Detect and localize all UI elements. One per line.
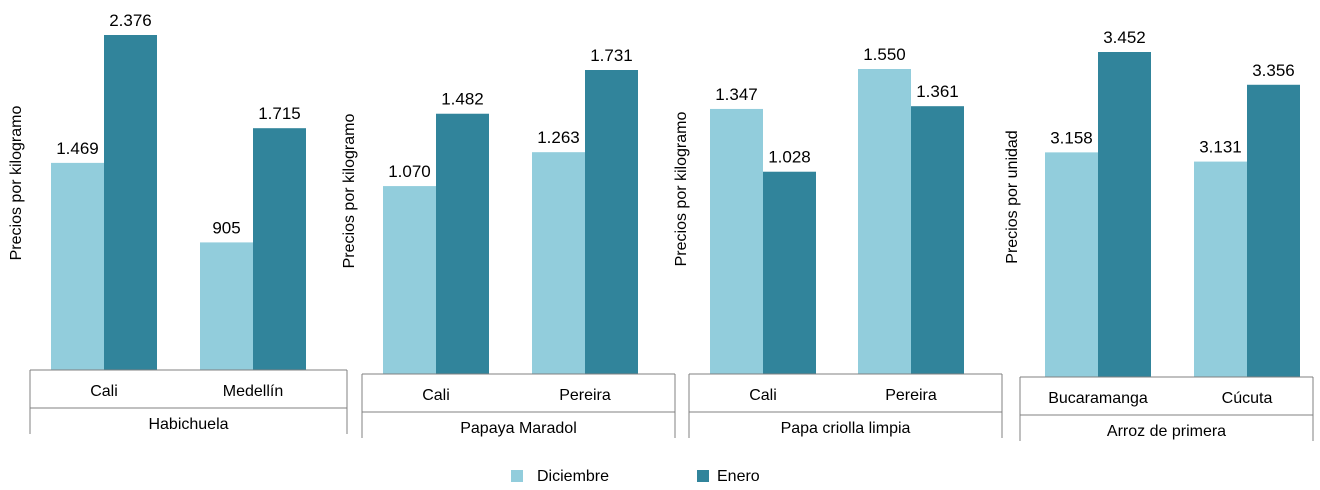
bar-enero-cali bbox=[104, 35, 157, 370]
bar-diciembre-cali bbox=[383, 186, 436, 374]
legend-label-enero: Enero bbox=[717, 468, 760, 485]
category-label: Pereira bbox=[885, 387, 937, 404]
data-label: 1.263 bbox=[537, 128, 580, 147]
data-label: 905 bbox=[212, 218, 240, 237]
legend-label-diciembre: Diciembre bbox=[537, 468, 609, 485]
bar-diciembre-bucaramanga bbox=[1045, 152, 1098, 377]
data-label: 3.452 bbox=[1103, 28, 1146, 47]
bar-diciembre-pereira bbox=[858, 69, 911, 374]
bar-diciembre-medellín bbox=[200, 242, 253, 370]
bar-enero-pereira bbox=[585, 70, 638, 374]
category-label: Bucaramanga bbox=[1048, 390, 1148, 407]
data-label: 3.131 bbox=[1199, 138, 1242, 157]
data-label: 3.356 bbox=[1252, 61, 1295, 80]
bar-enero-medellín bbox=[253, 128, 306, 370]
category-label: Cali bbox=[422, 387, 450, 404]
data-label: 1.347 bbox=[715, 85, 758, 104]
data-label: 1.361 bbox=[916, 82, 959, 101]
bar-diciembre-cúcuta bbox=[1194, 161, 1247, 377]
category-label: Cali bbox=[749, 387, 777, 404]
bar-enero-cali bbox=[436, 113, 489, 374]
group-label: Arroz de primera bbox=[1107, 423, 1226, 440]
group-label: Habichuela bbox=[148, 416, 228, 433]
legend-swatch-diciembre bbox=[511, 470, 523, 482]
y-axis-label: Precios por kilogramo bbox=[8, 106, 25, 261]
y-axis-label: Precios por kilogramo bbox=[673, 112, 690, 267]
category-label: Pereira bbox=[559, 387, 611, 404]
bar-enero-cali bbox=[763, 171, 816, 374]
category-label: Cúcuta bbox=[1222, 390, 1273, 407]
data-label: 1.482 bbox=[441, 90, 484, 109]
data-label: 1.070 bbox=[388, 162, 431, 181]
data-label: 1.731 bbox=[590, 46, 633, 65]
data-label: 1.028 bbox=[768, 148, 811, 167]
category-label: Cali bbox=[90, 383, 118, 400]
group-label: Papaya Maradol bbox=[460, 420, 577, 437]
data-label: 1.715 bbox=[258, 104, 301, 123]
bar-enero-pereira bbox=[911, 106, 964, 375]
category-label: Medellín bbox=[223, 383, 283, 400]
data-label: 1.469 bbox=[56, 139, 99, 158]
legend-swatch-enero bbox=[697, 470, 709, 482]
bar-diciembre-cali bbox=[51, 162, 104, 370]
y-axis-label: Precios por kilogramo bbox=[341, 114, 358, 269]
bar-enero-bucaramanga bbox=[1098, 52, 1151, 377]
bar-diciembre-pereira bbox=[532, 152, 585, 374]
bar-diciembre-cali bbox=[710, 108, 763, 374]
data-label: 2.376 bbox=[109, 11, 152, 30]
bar-enero-cúcuta bbox=[1247, 84, 1300, 378]
data-label: 3.158 bbox=[1050, 128, 1093, 147]
y-axis-label: Precios por unidad bbox=[1004, 130, 1021, 263]
group-label: Papa criolla limpia bbox=[781, 420, 911, 437]
data-label: 1.550 bbox=[863, 45, 906, 64]
